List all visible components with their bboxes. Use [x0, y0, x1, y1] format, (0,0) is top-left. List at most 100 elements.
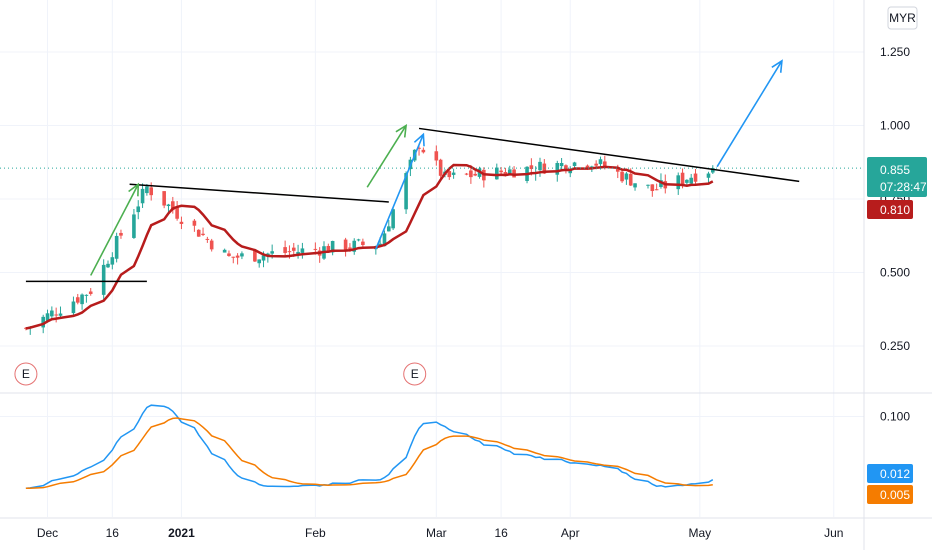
candle-body [300, 248, 305, 253]
candle [222, 248, 227, 253]
green-arrow-head [395, 123, 408, 138]
candle [620, 168, 624, 183]
candle [171, 196, 175, 214]
candle [300, 242, 305, 259]
candle-body [291, 247, 296, 251]
candle-body [495, 167, 499, 180]
candle-body [71, 301, 76, 314]
candle-body [54, 314, 58, 316]
signal-line [25, 417, 713, 490]
earnings-badge [14, 362, 38, 386]
candle-body [378, 243, 382, 246]
last-price-value: 0.855 [880, 163, 910, 177]
candle [322, 241, 326, 260]
candle [633, 183, 637, 191]
candle [317, 247, 322, 263]
candle-body [166, 204, 171, 207]
candle [538, 157, 542, 177]
candle-body [58, 313, 63, 316]
candle-body [473, 173, 477, 176]
candle-body [676, 175, 681, 190]
candle-body [633, 183, 637, 188]
candle [50, 306, 54, 320]
candle-body [711, 168, 715, 173]
candle [283, 240, 287, 257]
candle-body [620, 171, 624, 182]
candle-body [313, 248, 318, 250]
moving-average-line [25, 163, 714, 330]
candle-body [507, 169, 512, 174]
candle-body [594, 163, 598, 166]
time-axis[interactable]: Dec 16 2021 Feb Mar 16 Apr May Jun [37, 526, 844, 540]
candle [84, 294, 89, 303]
candle-body [205, 238, 210, 240]
blue-arrow-head [771, 59, 783, 73]
time-tick-label: Feb [305, 526, 326, 540]
candle [495, 163, 499, 180]
candle [80, 293, 84, 310]
candle-body [628, 173, 633, 186]
earnings-marker: E [403, 362, 427, 386]
candle-body [538, 161, 542, 171]
candle [447, 170, 452, 180]
candle [205, 236, 210, 243]
candle-body [693, 173, 698, 182]
candle-body [646, 184, 650, 186]
candle [352, 238, 357, 255]
candle-body [80, 294, 84, 305]
currency-label: MYR [889, 11, 916, 25]
candle-body [253, 249, 257, 262]
candle [624, 171, 629, 185]
candle [209, 238, 214, 252]
candle [654, 183, 659, 191]
candle [110, 252, 115, 270]
candle-body [326, 245, 331, 253]
candle-body [179, 221, 184, 224]
price-tick-label: 0.500 [880, 266, 910, 280]
green-arrow-head [128, 182, 140, 197]
signal-value: 0.005 [880, 488, 910, 502]
candle-body [261, 255, 266, 261]
candle [387, 220, 391, 232]
candle-body [382, 233, 387, 247]
earnings-label: E [22, 367, 30, 381]
candle-body [136, 206, 141, 213]
green-arrow-shaft [366, 125, 407, 188]
macd-axis[interactable]: 0.100 [880, 410, 910, 424]
candle [507, 165, 512, 175]
candle-body [101, 264, 106, 295]
blue-arrow-head [413, 132, 425, 147]
candle-body [348, 247, 352, 249]
candle-body [201, 233, 205, 235]
candle [356, 238, 361, 242]
signal-tag: 0.005 [867, 485, 913, 504]
candle-body [162, 191, 166, 206]
candle-body [330, 240, 335, 253]
currency-badge[interactable]: MYR [887, 6, 918, 30]
time-tick-label: 16 [106, 526, 120, 540]
candle [296, 244, 300, 259]
earnings-label: E [411, 367, 419, 381]
time-tick-label: 16 [494, 526, 508, 540]
candle-body [361, 241, 365, 246]
candle [227, 250, 231, 257]
candle-body [296, 251, 300, 255]
candle-body [84, 294, 89, 296]
candle-body [503, 172, 508, 175]
candle-body [45, 313, 50, 321]
time-tick-label: Mar [426, 526, 447, 540]
candle-body [421, 149, 426, 153]
candle-body [564, 165, 568, 172]
candle-body [240, 253, 244, 257]
time-tick-label: May [689, 526, 712, 540]
candle-body [529, 165, 534, 170]
candle-body [559, 163, 564, 167]
candle-body [356, 239, 361, 241]
candle-body [227, 253, 231, 256]
candle [101, 259, 106, 300]
candle [240, 251, 244, 260]
